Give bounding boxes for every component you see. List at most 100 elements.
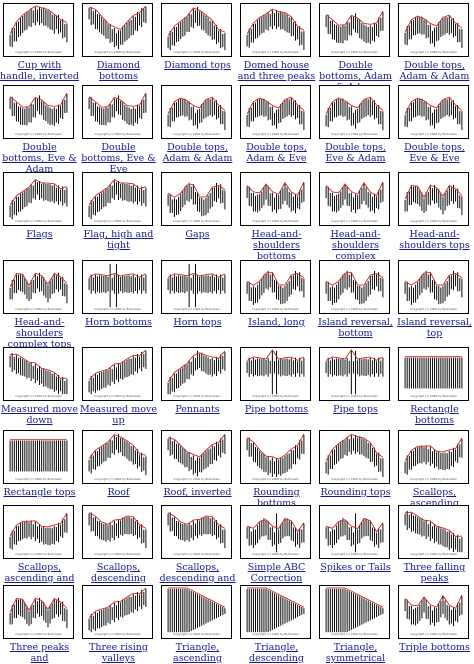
pattern-thumbnail[interactable]: Copyright (c) 2006 by Bulkowski	[398, 85, 469, 139]
pattern-thumbnail[interactable]: Copyright (c) 2006 by Bulkowski	[398, 430, 469, 484]
pattern-thumbnail[interactable]: Copyright (c) 2006 by Bulkowski	[161, 430, 232, 484]
pattern-link-hs-bottoms[interactable]: Head-and-shoulders bottoms	[251, 229, 302, 262]
pattern-chart-icon: Copyright (c) 2006 by Bulkowski	[325, 349, 384, 398]
pattern-thumbnail[interactable]: Copyright (c) 2006 by Bulkowski	[240, 3, 311, 57]
pattern-link-triple-bottoms[interactable]: Triple bottoms	[399, 642, 470, 653]
pattern-thumbnail[interactable]: Copyright (c) 2006 by Bulkowski	[82, 260, 153, 314]
pattern-thumbnail[interactable]: Copyright (c) 2006 by Bulkowski	[3, 347, 74, 401]
pattern-link-cup-with-handle-inverted[interactable]: Cup with handle, inverted	[0, 60, 79, 82]
pattern-thumbnail[interactable]: Copyright (c) 2006 by Bulkowski	[319, 85, 390, 139]
pattern-link-hs-complex-tops[interactable]: Head-and-shoulders complex tops	[7, 317, 72, 350]
pattern-link-three-falling-peaks[interactable]: Three falling peaks	[403, 562, 466, 584]
pattern-link-three-rising-valleys[interactable]: Three rising valleys	[89, 642, 148, 664]
pattern-link-double-tops-adam-adam[interactable]: Double tops, Adam & Adam	[399, 60, 470, 82]
pattern-link-pipe-tops[interactable]: Pipe tops	[333, 404, 378, 415]
pattern-chart-icon: Copyright (c) 2006 by Bulkowski	[167, 433, 226, 481]
pattern-thumbnail[interactable]: Copyright (c) 2006 by Bulkowski	[398, 505, 469, 559]
pattern-thumbnail[interactable]: Copyright (c) 2006 by Bulkowski	[240, 85, 311, 139]
pattern-thumbnail[interactable]: Copyright (c) 2006 by Bulkowski	[3, 260, 74, 314]
pattern-link-island-reversal-top[interactable]: Island reversal, top	[397, 317, 472, 339]
pattern-thumbnail[interactable]: Copyright (c) 2006 by Bulkowski	[319, 347, 390, 401]
pattern-link-double-tops-adam-eve[interactable]: Double tops, Adam & Eve	[246, 142, 307, 164]
pattern-thumbnail[interactable]: Copyright (c) 2006 by Bulkowski	[240, 347, 311, 401]
pattern-thumbnail[interactable]: Copyright (c) 2006 by Bulkowski	[319, 430, 390, 484]
pattern-link-double-bottoms-eve-eve[interactable]: Double bottoms, Eve & Eve	[81, 142, 156, 175]
pattern-thumbnail[interactable]: Copyright (c) 2006 by Bulkowski	[161, 505, 232, 559]
pattern-link-scallops-ascending[interactable]: Scallops, ascending	[410, 487, 459, 509]
pattern-link-domed-house-three-peaks[interactable]: Domed house and three peaks	[237, 60, 316, 82]
pattern-link-horn-tops[interactable]: Horn tops	[173, 317, 222, 328]
pattern-thumbnail[interactable]: Copyright (c) 2006 by Bulkowski	[82, 3, 153, 57]
pattern-thumbnail[interactable]: Copyright (c) 2006 by Bulkowski	[398, 585, 469, 639]
pattern-link-scallops-descending[interactable]: Scallops, descending	[91, 562, 146, 584]
pattern-link-three-peaks-and[interactable]: Three peaks and	[9, 642, 70, 664]
pattern-thumbnail[interactable]: Copyright (c) 2006 by Bulkowski	[240, 172, 311, 226]
pattern-link-double-tops-eve-eve[interactable]: Double tops, Eve & Eve	[404, 142, 465, 164]
pattern-link-rounding-bottoms[interactable]: Rounding bottoms	[253, 487, 300, 509]
pattern-link-measured-move-down[interactable]: Measured move down	[1, 404, 78, 426]
copyright-text: Copyright (c) 2006 by Bulkowski	[15, 632, 62, 636]
pattern-link-flags[interactable]: Flags	[26, 229, 53, 240]
pattern-link-rectangle-bottoms[interactable]: Rectangle bottoms	[410, 404, 459, 426]
pattern-thumbnail[interactable]: Copyright (c) 2006 by Bulkowski	[240, 430, 311, 484]
trend-line	[404, 184, 463, 200]
pattern-link-double-tops-eve-adam[interactable]: Double tops, Eve & Adam	[325, 142, 386, 164]
pattern-thumbnail[interactable]: Copyright (c) 2006 by Bulkowski	[240, 505, 311, 559]
pattern-thumbnail[interactable]: Copyright (c) 2006 by Bulkowski	[161, 3, 232, 57]
pattern-link-simple-abc-correction[interactable]: Simple ABC Correction	[247, 562, 306, 584]
copyright-text: Copyright (c) 2006 by Bulkowski	[173, 394, 220, 398]
pattern-link-gaps[interactable]: Gaps	[185, 229, 210, 240]
pattern-link-pennants[interactable]: Pennants	[175, 404, 220, 415]
pattern-thumbnail[interactable]: Copyright (c) 2006 by Bulkowski	[82, 430, 153, 484]
pattern-thumbnail[interactable]: Copyright (c) 2006 by Bulkowski	[3, 85, 74, 139]
pattern-thumbnail[interactable]: Copyright (c) 2006 by Bulkowski	[82, 585, 153, 639]
pattern-link-horn-bottoms[interactable]: Horn bottoms	[85, 317, 152, 328]
pattern-link-island-reversal-bottom[interactable]: Island reversal, bottom	[318, 317, 393, 339]
pattern-chart-icon: Copyright (c) 2006 by Bulkowski	[88, 5, 147, 54]
pattern-link-triangle-symmetrical[interactable]: Triangle, symmetrical	[325, 642, 386, 664]
pattern-link-island-long[interactable]: Island, long	[248, 317, 305, 328]
pattern-thumbnail[interactable]: Copyright (c) 2006 by Bulkowski	[319, 172, 390, 226]
pattern-thumbnail[interactable]: Copyright (c) 2006 by Bulkowski	[240, 585, 311, 639]
pattern-thumbnail[interactable]: Copyright (c) 2006 by Bulkowski	[161, 260, 232, 314]
pattern-link-roof-inverted[interactable]: Roof, inverted	[163, 487, 232, 498]
pattern-link-roof[interactable]: Roof	[107, 487, 130, 498]
pattern-link-spikes-or-tails[interactable]: Spikes or Tails	[320, 562, 391, 573]
pattern-link-diamond-tops[interactable]: Diamond tops	[164, 60, 231, 71]
pattern-thumbnail[interactable]: Copyright (c) 2006 by Bulkowski	[161, 585, 232, 639]
pattern-thumbnail[interactable]: Copyright (c) 2006 by Bulkowski	[3, 505, 74, 559]
pattern-link-measured-move-up[interactable]: Measured move up	[80, 404, 157, 426]
pattern-link-hs-tops[interactable]: Head-and-shoulders tops	[399, 229, 470, 251]
pattern-thumbnail[interactable]: Copyright (c) 2006 by Bulkowski	[3, 430, 74, 484]
pattern-link-triangle-ascending[interactable]: Triangle, ascending	[173, 642, 222, 664]
pattern-thumbnail[interactable]: Copyright (c) 2006 by Bulkowski	[319, 260, 390, 314]
trend-line	[404, 96, 463, 115]
pattern-link-double-tops-adam-adam-2[interactable]: Double tops, Adam & Adam	[162, 142, 233, 164]
pattern-thumbnail[interactable]: Copyright (c) 2006 by Bulkowski	[82, 347, 153, 401]
pattern-thumbnail[interactable]: Copyright (c) 2006 by Bulkowski	[319, 585, 390, 639]
pattern-thumbnail[interactable]: Copyright (c) 2006 by Bulkowski	[3, 3, 74, 57]
pattern-link-triangle-descending[interactable]: Triangle, descending	[249, 642, 304, 664]
pattern-thumbnail[interactable]: Copyright (c) 2006 by Bulkowski	[398, 3, 469, 57]
pattern-link-flag-high-tight[interactable]: Flag, high and tight	[83, 229, 154, 251]
pattern-link-diamond-bottoms[interactable]: Diamond bottoms	[96, 60, 141, 82]
pattern-link-rectangle-tops[interactable]: Rectangle tops	[3, 487, 76, 498]
pattern-thumbnail[interactable]: Copyright (c) 2006 by Bulkowski	[161, 85, 232, 139]
pattern-thumbnail[interactable]: Copyright (c) 2006 by Bulkowski	[82, 85, 153, 139]
pattern-thumbnail[interactable]: Copyright (c) 2006 by Bulkowski	[3, 585, 74, 639]
pattern-thumbnail[interactable]: Copyright (c) 2006 by Bulkowski	[82, 505, 153, 559]
pattern-thumbnail[interactable]: Copyright (c) 2006 by Bulkowski	[319, 3, 390, 57]
pattern-thumbnail[interactable]: Copyright (c) 2006 by Bulkowski	[240, 260, 311, 314]
copyright-text: Copyright (c) 2006 by Bulkowski	[173, 307, 220, 311]
pattern-link-pipe-bottoms[interactable]: Pipe bottoms	[244, 404, 309, 415]
pattern-thumbnail[interactable]: Copyright (c) 2006 by Bulkowski	[319, 505, 390, 559]
pattern-thumbnail[interactable]: Copyright (c) 2006 by Bulkowski	[161, 172, 232, 226]
pattern-thumbnail[interactable]: Copyright (c) 2006 by Bulkowski	[398, 172, 469, 226]
pattern-thumbnail[interactable]: Copyright (c) 2006 by Bulkowski	[398, 260, 469, 314]
pattern-link-double-bottoms-eve-adam[interactable]: Double bottoms, Eve & Adam	[2, 142, 77, 175]
pattern-thumbnail[interactable]: Copyright (c) 2006 by Bulkowski	[3, 172, 74, 226]
pattern-thumbnail[interactable]: Copyright (c) 2006 by Bulkowski	[82, 172, 153, 226]
pattern-thumbnail[interactable]: Copyright (c) 2006 by Bulkowski	[161, 347, 232, 401]
pattern-link-rounding-tops[interactable]: Rounding tops	[320, 487, 391, 498]
pattern-thumbnail[interactable]: Copyright (c) 2006 by Bulkowski	[398, 347, 469, 401]
